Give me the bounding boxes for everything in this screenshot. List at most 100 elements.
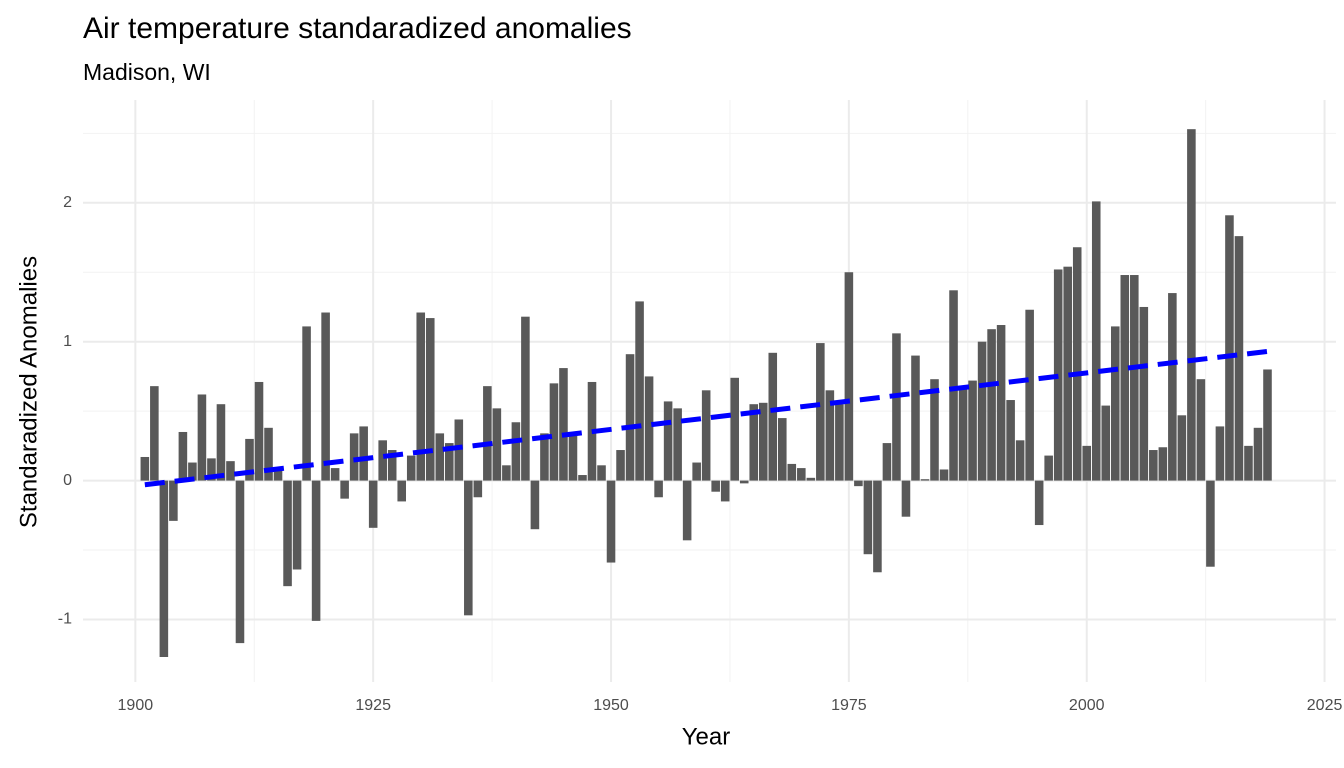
bar xyxy=(1234,236,1244,481)
bar xyxy=(454,419,464,481)
bar xyxy=(435,433,445,481)
bar xyxy=(464,480,473,616)
bar xyxy=(1177,415,1187,481)
bar xyxy=(559,368,568,481)
bar xyxy=(1044,455,1053,481)
bar xyxy=(330,468,340,481)
bar xyxy=(216,404,226,481)
bar xyxy=(178,431,188,481)
bar xyxy=(311,480,321,621)
bar xyxy=(873,480,882,573)
y-tick-label: 1 xyxy=(63,333,72,350)
chart-subtitle: Madison, WI xyxy=(83,59,211,85)
bar xyxy=(825,390,835,481)
bar xyxy=(397,480,407,502)
bar xyxy=(530,480,540,530)
bar xyxy=(425,318,435,481)
x-tick-label: 1950 xyxy=(593,697,629,714)
bar xyxy=(1025,309,1034,481)
bar xyxy=(159,480,169,657)
bar xyxy=(720,480,730,502)
bar xyxy=(1215,426,1225,481)
y-tick-label: 0 xyxy=(63,472,72,489)
bar xyxy=(492,408,502,481)
bar xyxy=(321,312,330,481)
bar xyxy=(920,479,930,481)
bar xyxy=(958,386,968,481)
bar xyxy=(1158,447,1168,481)
bar xyxy=(644,376,654,481)
x-axis-title: Year xyxy=(682,723,731,750)
bar xyxy=(844,272,854,481)
bar xyxy=(540,433,549,481)
bar xyxy=(292,480,302,570)
bar xyxy=(654,480,663,498)
bar xyxy=(283,480,292,587)
bar xyxy=(1120,275,1130,481)
bar xyxy=(416,312,426,481)
y-tick-label: -1 xyxy=(58,611,72,628)
bar xyxy=(521,316,530,481)
bar xyxy=(863,480,873,555)
bar xyxy=(1101,405,1111,481)
bar xyxy=(387,450,397,481)
bar xyxy=(854,480,863,487)
bar xyxy=(996,325,1006,481)
bar xyxy=(968,380,977,481)
x-tick-label: 1975 xyxy=(831,697,867,714)
bar xyxy=(673,408,682,481)
bar xyxy=(1034,480,1044,526)
bar xyxy=(1139,306,1149,481)
bar xyxy=(616,450,625,481)
bar xyxy=(1082,445,1092,481)
bar xyxy=(701,390,711,481)
bar xyxy=(1063,266,1072,481)
bar xyxy=(349,433,359,481)
bar xyxy=(806,477,816,481)
bar xyxy=(235,480,245,644)
bar xyxy=(359,426,368,481)
bar xyxy=(1187,129,1196,481)
bar xyxy=(787,463,797,481)
bar xyxy=(1006,400,1015,481)
bar xyxy=(939,469,949,481)
bar xyxy=(483,386,492,481)
bar xyxy=(511,422,521,481)
bar xyxy=(169,480,178,521)
bar xyxy=(473,480,483,498)
y-tick-label: 2 xyxy=(63,194,72,211)
bar xyxy=(264,427,273,481)
bar xyxy=(549,383,559,481)
bar xyxy=(1196,379,1206,481)
bar xyxy=(768,352,778,481)
trend-line xyxy=(144,348,1268,488)
bar xyxy=(445,443,454,481)
bar xyxy=(987,329,996,481)
bar xyxy=(816,343,825,481)
bar xyxy=(502,465,511,481)
bar xyxy=(1168,293,1177,481)
bar xyxy=(778,418,787,481)
bar xyxy=(1015,440,1025,481)
bar xyxy=(1091,201,1101,481)
x-tick-label: 1925 xyxy=(355,697,391,714)
bar xyxy=(911,355,920,481)
bar xyxy=(1072,247,1082,481)
bar xyxy=(606,480,616,563)
bar xyxy=(663,401,673,481)
bar xyxy=(1253,427,1263,481)
bar xyxy=(835,404,844,481)
bar xyxy=(226,461,235,481)
y-axis-title: Standaradized Anomalies xyxy=(15,256,42,528)
bar xyxy=(1149,450,1158,481)
bar xyxy=(1110,326,1120,481)
bar xyxy=(368,480,378,528)
bar xyxy=(1206,480,1215,567)
bar xyxy=(797,468,806,481)
bar xyxy=(758,402,768,481)
bar xyxy=(749,404,759,481)
x-tick-label: 2025 xyxy=(1307,697,1343,714)
bar xyxy=(578,475,587,481)
bar xyxy=(254,381,264,481)
